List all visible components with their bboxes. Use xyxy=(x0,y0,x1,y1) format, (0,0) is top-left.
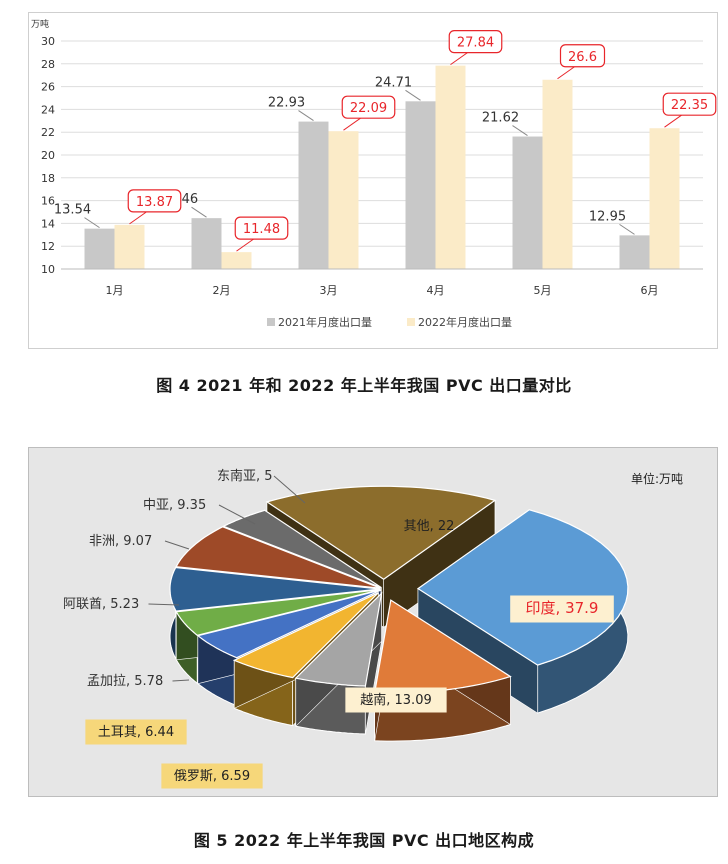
pie-slice-group xyxy=(373,599,512,742)
y-tick-label: 22 xyxy=(41,126,55,139)
pie-label: 非洲, 9.07 xyxy=(89,534,152,549)
data-label-leader xyxy=(298,110,314,122)
bar-chart-panel: 10 12 14 16 18 20 22 24 26 28 30 万吨 1月 2月 3月 4月 5月 6月 13.5… xyxy=(28,12,718,349)
y-tick-label: 24 xyxy=(41,103,55,116)
data-label-leader xyxy=(236,238,254,252)
data-label-box xyxy=(448,30,503,54)
data-label-2021: 24.71 xyxy=(375,75,412,90)
legend-label: 2022年月度出口量 xyxy=(418,315,512,329)
bar-2021 xyxy=(512,136,543,269)
pie-slice xyxy=(196,589,382,659)
pie-label-box xyxy=(510,595,614,623)
pie-slice xyxy=(175,526,381,589)
y-tick-label: 26 xyxy=(41,81,55,94)
data-label-leader xyxy=(405,89,421,101)
pie-slice xyxy=(294,591,383,687)
y-tick-label: 10 xyxy=(41,263,55,276)
data-label-box xyxy=(341,95,396,119)
data-label-leader xyxy=(619,223,635,235)
pie-slice xyxy=(175,589,381,636)
y-tick-label: 30 xyxy=(41,35,55,48)
pie-label-leader xyxy=(273,475,306,504)
data-label-2022: 27.84 xyxy=(457,36,494,51)
pie-slice xyxy=(416,509,629,666)
y-tick-label: 14 xyxy=(41,217,55,230)
bar-2021 xyxy=(84,228,115,269)
pie-label: 其他, 22 xyxy=(404,519,455,534)
pie-label: 俄罗斯, 6.59 xyxy=(174,769,250,784)
bar-2022 xyxy=(221,252,252,269)
y-tick-label: 28 xyxy=(41,58,55,71)
y-unit-label: 万吨 xyxy=(31,18,49,30)
legend-swatch xyxy=(267,318,275,326)
data-label-2022: 26.6 xyxy=(568,50,597,65)
pie-label-leader xyxy=(172,679,190,682)
pie-slice xyxy=(232,592,379,679)
pie-slice-group xyxy=(294,591,383,735)
data-label-leader xyxy=(557,66,575,80)
bar-2022 xyxy=(328,131,359,269)
pie-label: 孟加拉, 5.78 xyxy=(87,674,163,689)
data-label-leader xyxy=(191,206,207,218)
pie-label-box xyxy=(345,687,447,713)
unit-note: 单位:万吨 xyxy=(631,471,683,486)
data-label-2021: 21.62 xyxy=(482,111,519,126)
bar-2022 xyxy=(435,65,466,270)
y-tick-label: 20 xyxy=(41,149,55,162)
bar-chart: 10 12 14 16 18 20 22 24 26 28 30 万吨 1月 2月 3月 4月 5月 6月 13.5… xyxy=(31,18,717,329)
pie-label: 中亚, 9.35 xyxy=(143,498,206,513)
data-label-2022: 13.87 xyxy=(136,195,173,210)
pie-label-leader xyxy=(164,540,190,550)
pie-label-leader xyxy=(218,504,256,525)
legend-swatch xyxy=(407,318,415,326)
pie-label: 阿联酋, 5.23 xyxy=(63,596,139,612)
x-tick-label: 2月 xyxy=(213,284,231,297)
bar-2021 xyxy=(298,121,329,270)
data-label-leader xyxy=(512,125,528,136)
data-label-leader xyxy=(84,217,100,229)
data-label-2021: 22.93 xyxy=(268,96,305,111)
legend-label: 2021年月度出口量 xyxy=(278,315,372,329)
pie-label: 越南, 13.09 xyxy=(360,692,431,708)
bar-2022 xyxy=(649,128,680,269)
pie-label-leader xyxy=(148,603,180,606)
bar-2022 xyxy=(114,224,145,269)
pie-label: 东南亚, 5 xyxy=(217,468,273,484)
data-label-leader xyxy=(664,114,682,128)
bar-2021 xyxy=(619,235,650,269)
y-tick-label: 18 xyxy=(41,172,55,185)
data-label-box xyxy=(234,216,289,240)
data-label-leader xyxy=(450,52,468,66)
bar-2021 xyxy=(405,101,436,269)
data-label-2021: 12.95 xyxy=(589,209,626,224)
pie-label-box xyxy=(85,719,187,745)
x-tick-label: 4月 xyxy=(427,284,445,297)
y-tick-label: 16 xyxy=(41,195,55,208)
bar-2021 xyxy=(191,218,222,269)
data-label-2022: 22.35 xyxy=(671,98,708,113)
data-label-2022: 22.09 xyxy=(350,101,387,116)
pie-label: 土耳其, 6.44 xyxy=(98,725,174,740)
pie-label-box xyxy=(161,763,263,789)
data-label-box xyxy=(662,92,717,116)
pie-chart-caption: 图 5 2022 年上半年我国 PVC 出口地区构成 xyxy=(193,831,535,850)
data-label-box xyxy=(559,44,606,68)
pie-label: 印度, 37.9 xyxy=(526,599,599,617)
bar-2022 xyxy=(542,79,573,269)
bar-chart-caption: 图 4 2021 年和 2022 年上半年我国 PVC 出口量对比 xyxy=(156,376,572,395)
data-label-box xyxy=(127,189,182,213)
data-label-leader xyxy=(129,211,147,225)
pie-slice-group xyxy=(416,509,629,714)
x-tick-label: 3月 xyxy=(320,284,338,297)
data-label-2021: 13.54 xyxy=(54,203,91,218)
data-label-leader xyxy=(343,117,361,131)
data-label-2022: 11.48 xyxy=(243,222,280,237)
x-tick-label: 1月 xyxy=(106,284,124,297)
x-tick-label: 5月 xyxy=(534,284,552,297)
x-tick-label: 6月 xyxy=(641,284,659,297)
pie-chart-panel: 单位:万吨印度, 37.9 越南, 13.09 俄罗斯, 6.59 土耳其, 6.44… xyxy=(28,447,718,797)
y-tick-label: 12 xyxy=(41,240,55,253)
